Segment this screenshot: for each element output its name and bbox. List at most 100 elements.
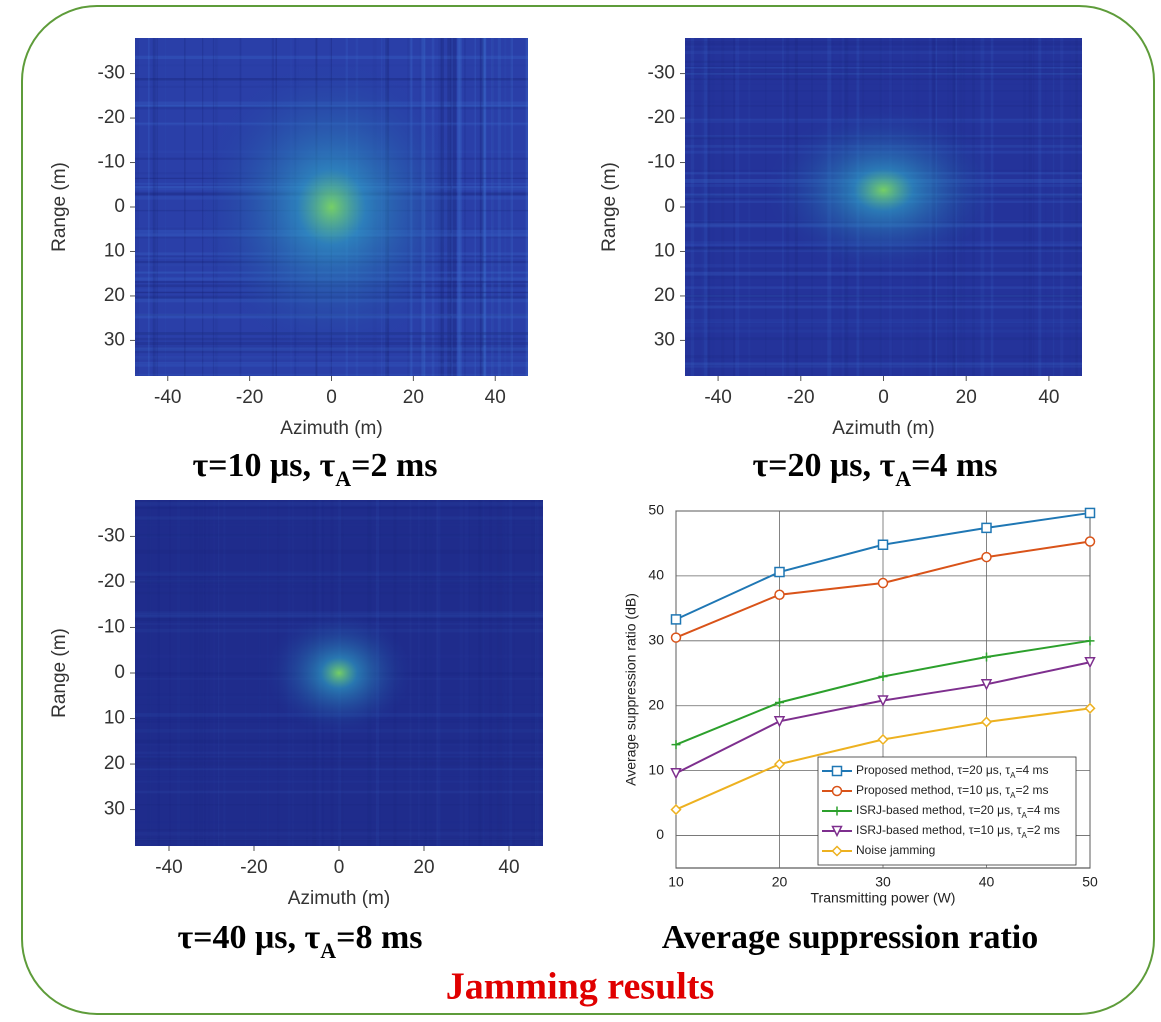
heatmap-stripe: [1053, 38, 1055, 376]
y-tick-label: 30: [648, 632, 664, 648]
marker: [1084, 507, 1096, 519]
panel-caption-part: A: [320, 938, 336, 963]
heatmap-stripe: [164, 38, 166, 376]
legend-label: Noise jamming: [856, 843, 935, 857]
heatmap-stripe: [510, 38, 513, 376]
x-tick-label: 0: [326, 387, 337, 408]
marker: [982, 652, 991, 662]
heatmap-stripe: [685, 275, 1082, 280]
heatmap-stripe: [135, 803, 543, 806]
marker: [1084, 536, 1096, 547]
legend-label: ISRJ-based method, τ=10 μs, τA=2 ms: [856, 823, 1060, 839]
heatmap-stripe: [721, 38, 725, 376]
marker: [981, 551, 992, 563]
heatmap-stripe: [190, 500, 192, 846]
y-tick-label: 30: [104, 799, 125, 820]
heatmap-stripe: [685, 321, 1082, 324]
marker: [774, 589, 785, 600]
heatmap-stripe: [479, 38, 482, 376]
heatmap-stripe: [169, 500, 171, 846]
y-tick-label: 10: [104, 240, 125, 261]
heatmap-stripe: [525, 38, 528, 376]
heatmap-stripe: [690, 38, 695, 376]
heatmap-stripe: [535, 500, 538, 846]
heatmap-stripe: [193, 500, 198, 846]
x-tick-label: 20: [413, 857, 434, 878]
y-tick-label: -30: [98, 525, 125, 546]
heatmap-stripe: [459, 500, 463, 846]
marker: [1085, 636, 1095, 646]
heatmap-stripe: [748, 38, 751, 376]
heatmap-stripe: [135, 838, 543, 841]
legend-label-part: Proposed method, τ=10 μs, τ: [856, 783, 1010, 797]
x-axis-label: Transmitting power (W): [811, 890, 956, 906]
marker: [877, 539, 889, 551]
heatmap-stripe: [496, 500, 499, 846]
y-tick-label: 10: [648, 761, 664, 777]
heatmap-stripe: [685, 60, 1082, 63]
heatmap-stripe: [135, 744, 543, 746]
heatmap-stripe: [735, 38, 740, 376]
heatmap-stripe: [1075, 38, 1078, 376]
marker: [831, 845, 843, 857]
heatmap-stripe: [184, 38, 186, 376]
marker: [832, 806, 842, 816]
heatmap-stripe: [509, 500, 513, 846]
panel-caption: Average suppression ratio: [662, 919, 1039, 956]
heatmap-stripe: [135, 821, 543, 824]
heatmap-stripe: [213, 500, 215, 846]
x-axis-label: Azimuth (m): [832, 418, 934, 439]
legend-label-part: =2 ms: [1016, 783, 1049, 797]
heatmap-stripe: [217, 500, 220, 846]
panel-caption-part: τ=40 μs, τ: [177, 919, 320, 956]
heatmap-stripe: [685, 71, 1082, 76]
marker: [831, 825, 843, 838]
heatmap-stripe: [685, 65, 1082, 67]
heatmap-stripe: [429, 500, 432, 846]
heatmap-stripe: [135, 781, 543, 784]
heatmap-stripe: [135, 571, 543, 574]
legend-label-part: Proposed method, τ=20 μs, τ: [856, 763, 1010, 777]
marker: [877, 577, 889, 589]
heatmap-stripe: [135, 774, 543, 777]
marker: [980, 716, 993, 728]
panel-caption-part: τ=10 μs, τ: [192, 447, 335, 484]
heatmap-stripe: [685, 329, 1082, 333]
y-tick-label: -20: [648, 107, 675, 128]
heatmap-stripe: [685, 66, 1082, 69]
heatmap-stripe: [135, 358, 528, 362]
heatmap-stripe: [685, 84, 1082, 85]
legend-label: ISRJ-based method, τ=20 μs, τA=4 ms: [856, 803, 1060, 819]
heatmap-stripe: [685, 67, 1082, 69]
legend-label-part: =4 ms: [1016, 763, 1049, 777]
heatmap-stripe: [135, 362, 528, 364]
heatmap-stripe: [135, 533, 543, 537]
heatmap-stripe: [526, 38, 529, 376]
heatmap-stripe: [135, 540, 543, 542]
y-tick-label: 0: [656, 826, 664, 842]
heatmap-stripe: [135, 518, 543, 521]
y-tick-label: 0: [114, 196, 125, 217]
y-axis-label: Range (m): [49, 162, 70, 252]
heatmap-stripe: [208, 500, 210, 846]
x-axis-label: Azimuth (m): [288, 888, 390, 909]
heatmap-stripe: [510, 38, 512, 376]
heatmap-stripe: [1023, 38, 1026, 376]
marker: [1084, 702, 1096, 714]
x-axis-label: Azimuth (m): [280, 418, 382, 439]
y-tick-label: 30: [104, 329, 125, 350]
marker: [775, 697, 784, 707]
heatmap-glow: [193, 54, 470, 360]
heatmap-stripe: [148, 38, 150, 376]
marker: [774, 566, 785, 578]
heatmap-stripe: [135, 768, 543, 771]
heatmap-stripe: [499, 500, 503, 846]
heatmap-stripe: [707, 38, 711, 376]
heatmap-stripe: [223, 500, 226, 846]
marker: [878, 672, 888, 682]
heatmap-stripe: [733, 38, 735, 376]
x-tick-label: 20: [403, 387, 424, 408]
x-tick-label: 10: [668, 874, 684, 890]
heatmap-stripe: [135, 585, 543, 588]
heatmap-stripe: [685, 360, 1082, 361]
